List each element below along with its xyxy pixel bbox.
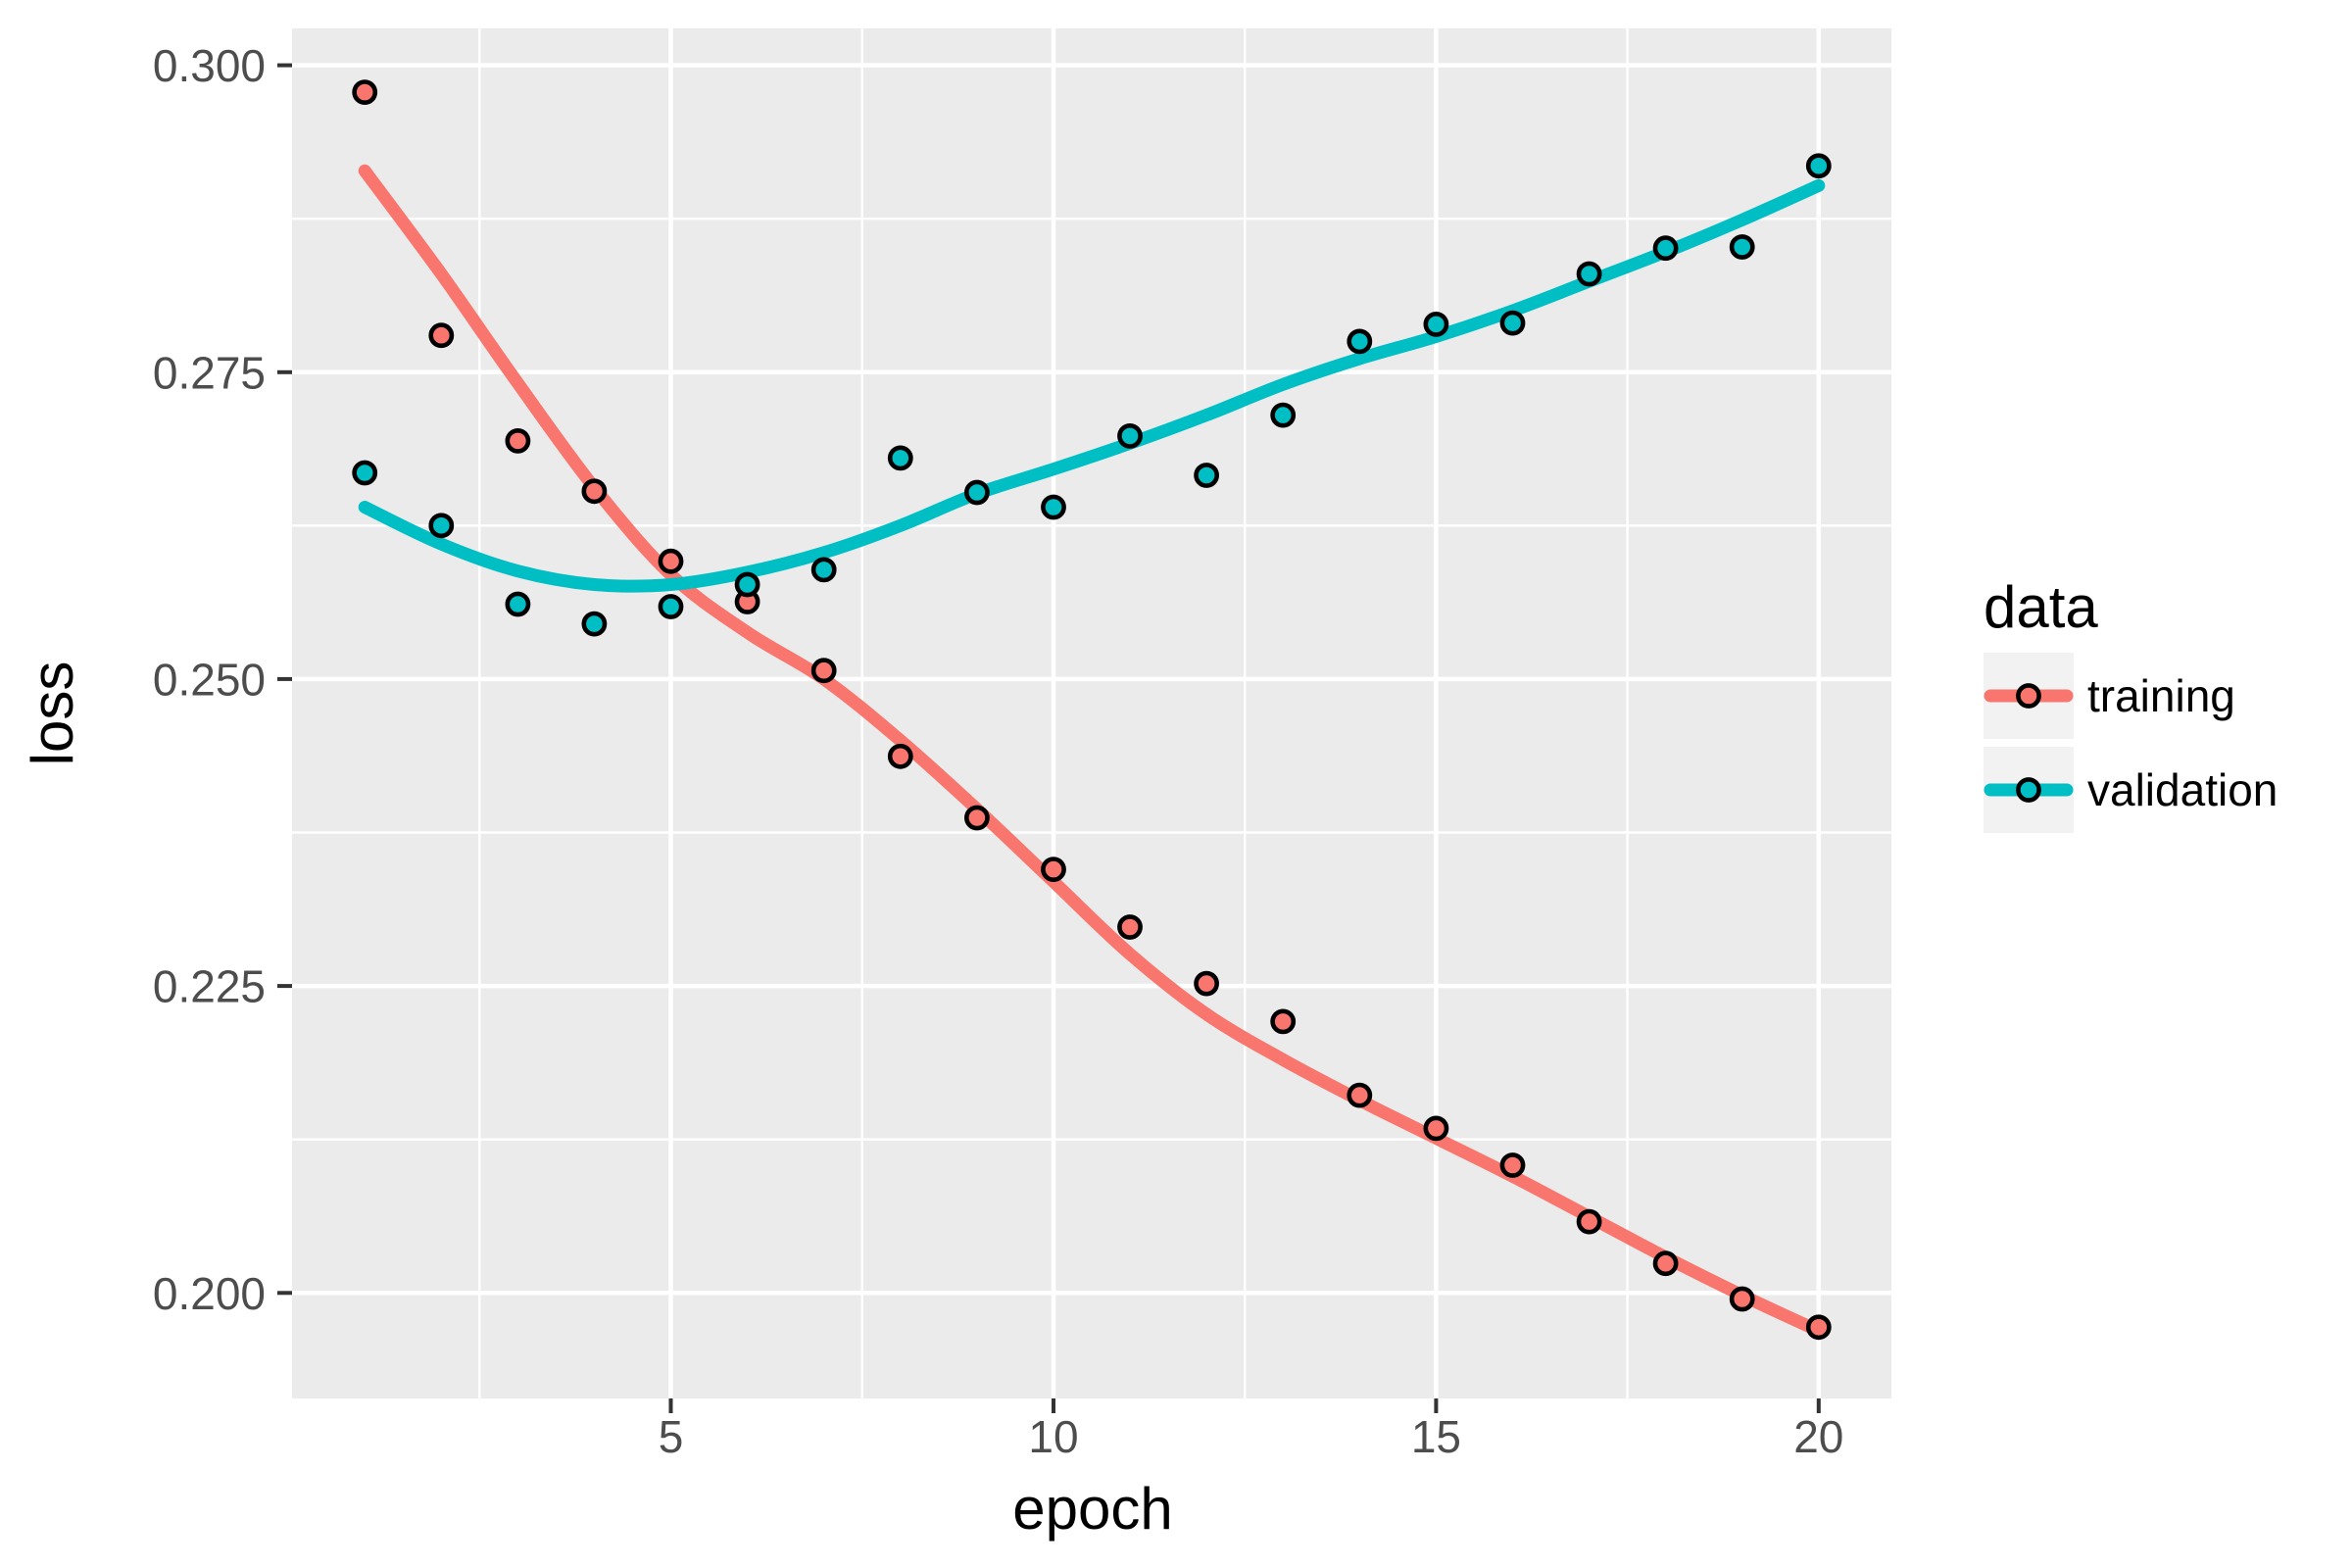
legend-point-icon-training	[2016, 683, 2041, 709]
y-tick-label: 0.225	[153, 961, 266, 1012]
data-point-training	[887, 743, 913, 769]
data-point-validation	[1499, 310, 1526, 336]
axis-tick-labels: 5 10 15 20 0.200 0.225 0.250 0.275 0.300	[153, 40, 1844, 1462]
grid-minor	[292, 28, 1891, 1398]
data-point-training	[658, 548, 684, 574]
data-points	[352, 79, 1832, 1341]
data-point-training	[428, 322, 455, 349]
data-point-validation	[658, 594, 684, 619]
legend-entry-training: training	[1984, 653, 2235, 739]
data-point-training	[1805, 1314, 1832, 1341]
y-tick-label: 0.250	[153, 654, 266, 705]
data-point-training	[352, 79, 378, 106]
smooth-line-training	[358, 164, 1826, 1338]
data-point-training	[1729, 1286, 1755, 1312]
grid-major	[292, 28, 1891, 1398]
data-point-training	[1117, 914, 1143, 940]
data-point-validation	[505, 591, 531, 617]
x-axis-title: epoch	[1012, 1476, 1172, 1542]
data-point-validation	[1041, 494, 1066, 520]
data-point-training	[964, 805, 990, 831]
x-tick-label: 10	[1028, 1411, 1078, 1462]
legend-label-validation: validation	[2087, 764, 2278, 815]
data-point-validation	[1423, 311, 1449, 337]
data-point-training	[1423, 1115, 1449, 1142]
data-point-validation	[887, 445, 913, 471]
x-tick-label: 5	[659, 1411, 684, 1462]
axis-tick-marks	[277, 63, 1821, 1413]
legend: data training validation	[1984, 574, 2278, 833]
legend-entry-validation: validation	[1984, 747, 2278, 833]
y-tick-label: 0.275	[153, 347, 266, 398]
data-point-validation	[428, 513, 455, 539]
data-point-validation	[352, 460, 378, 486]
legend-title: data	[1984, 574, 2098, 640]
y-axis-title: loss	[20, 662, 85, 766]
data-point-validation	[734, 571, 760, 598]
data-point-training	[505, 427, 531, 454]
data-point-validation	[810, 557, 837, 583]
legend-label-training: training	[2087, 670, 2235, 721]
data-point-training	[581, 478, 608, 505]
data-point-validation	[964, 479, 990, 506]
data-point-validation	[1652, 235, 1679, 262]
data-point-validation	[1347, 328, 1373, 355]
data-point-training	[1499, 1152, 1526, 1178]
data-point-validation	[1729, 234, 1755, 260]
data-point-training	[810, 658, 837, 684]
data-point-validation	[1194, 463, 1220, 488]
data-point-validation	[1270, 402, 1297, 428]
data-point-training	[1652, 1250, 1679, 1277]
y-tick-label: 0.200	[153, 1268, 266, 1319]
x-tick-label: 20	[1793, 1411, 1843, 1462]
data-point-validation	[1805, 153, 1832, 179]
data-point-training	[1041, 857, 1066, 883]
data-point-training	[1270, 1008, 1297, 1035]
data-point-validation	[1576, 261, 1602, 287]
x-tick-label: 15	[1411, 1411, 1461, 1462]
panel-background	[292, 28, 1891, 1398]
data-point-training	[1347, 1082, 1373, 1108]
data-point-validation	[581, 611, 608, 637]
data-point-training	[1576, 1208, 1602, 1235]
data-point-training	[1194, 970, 1220, 997]
legend-point-icon-validation	[2016, 777, 2041, 803]
y-tick-label: 0.300	[153, 40, 266, 91]
data-point-validation	[1117, 422, 1143, 449]
